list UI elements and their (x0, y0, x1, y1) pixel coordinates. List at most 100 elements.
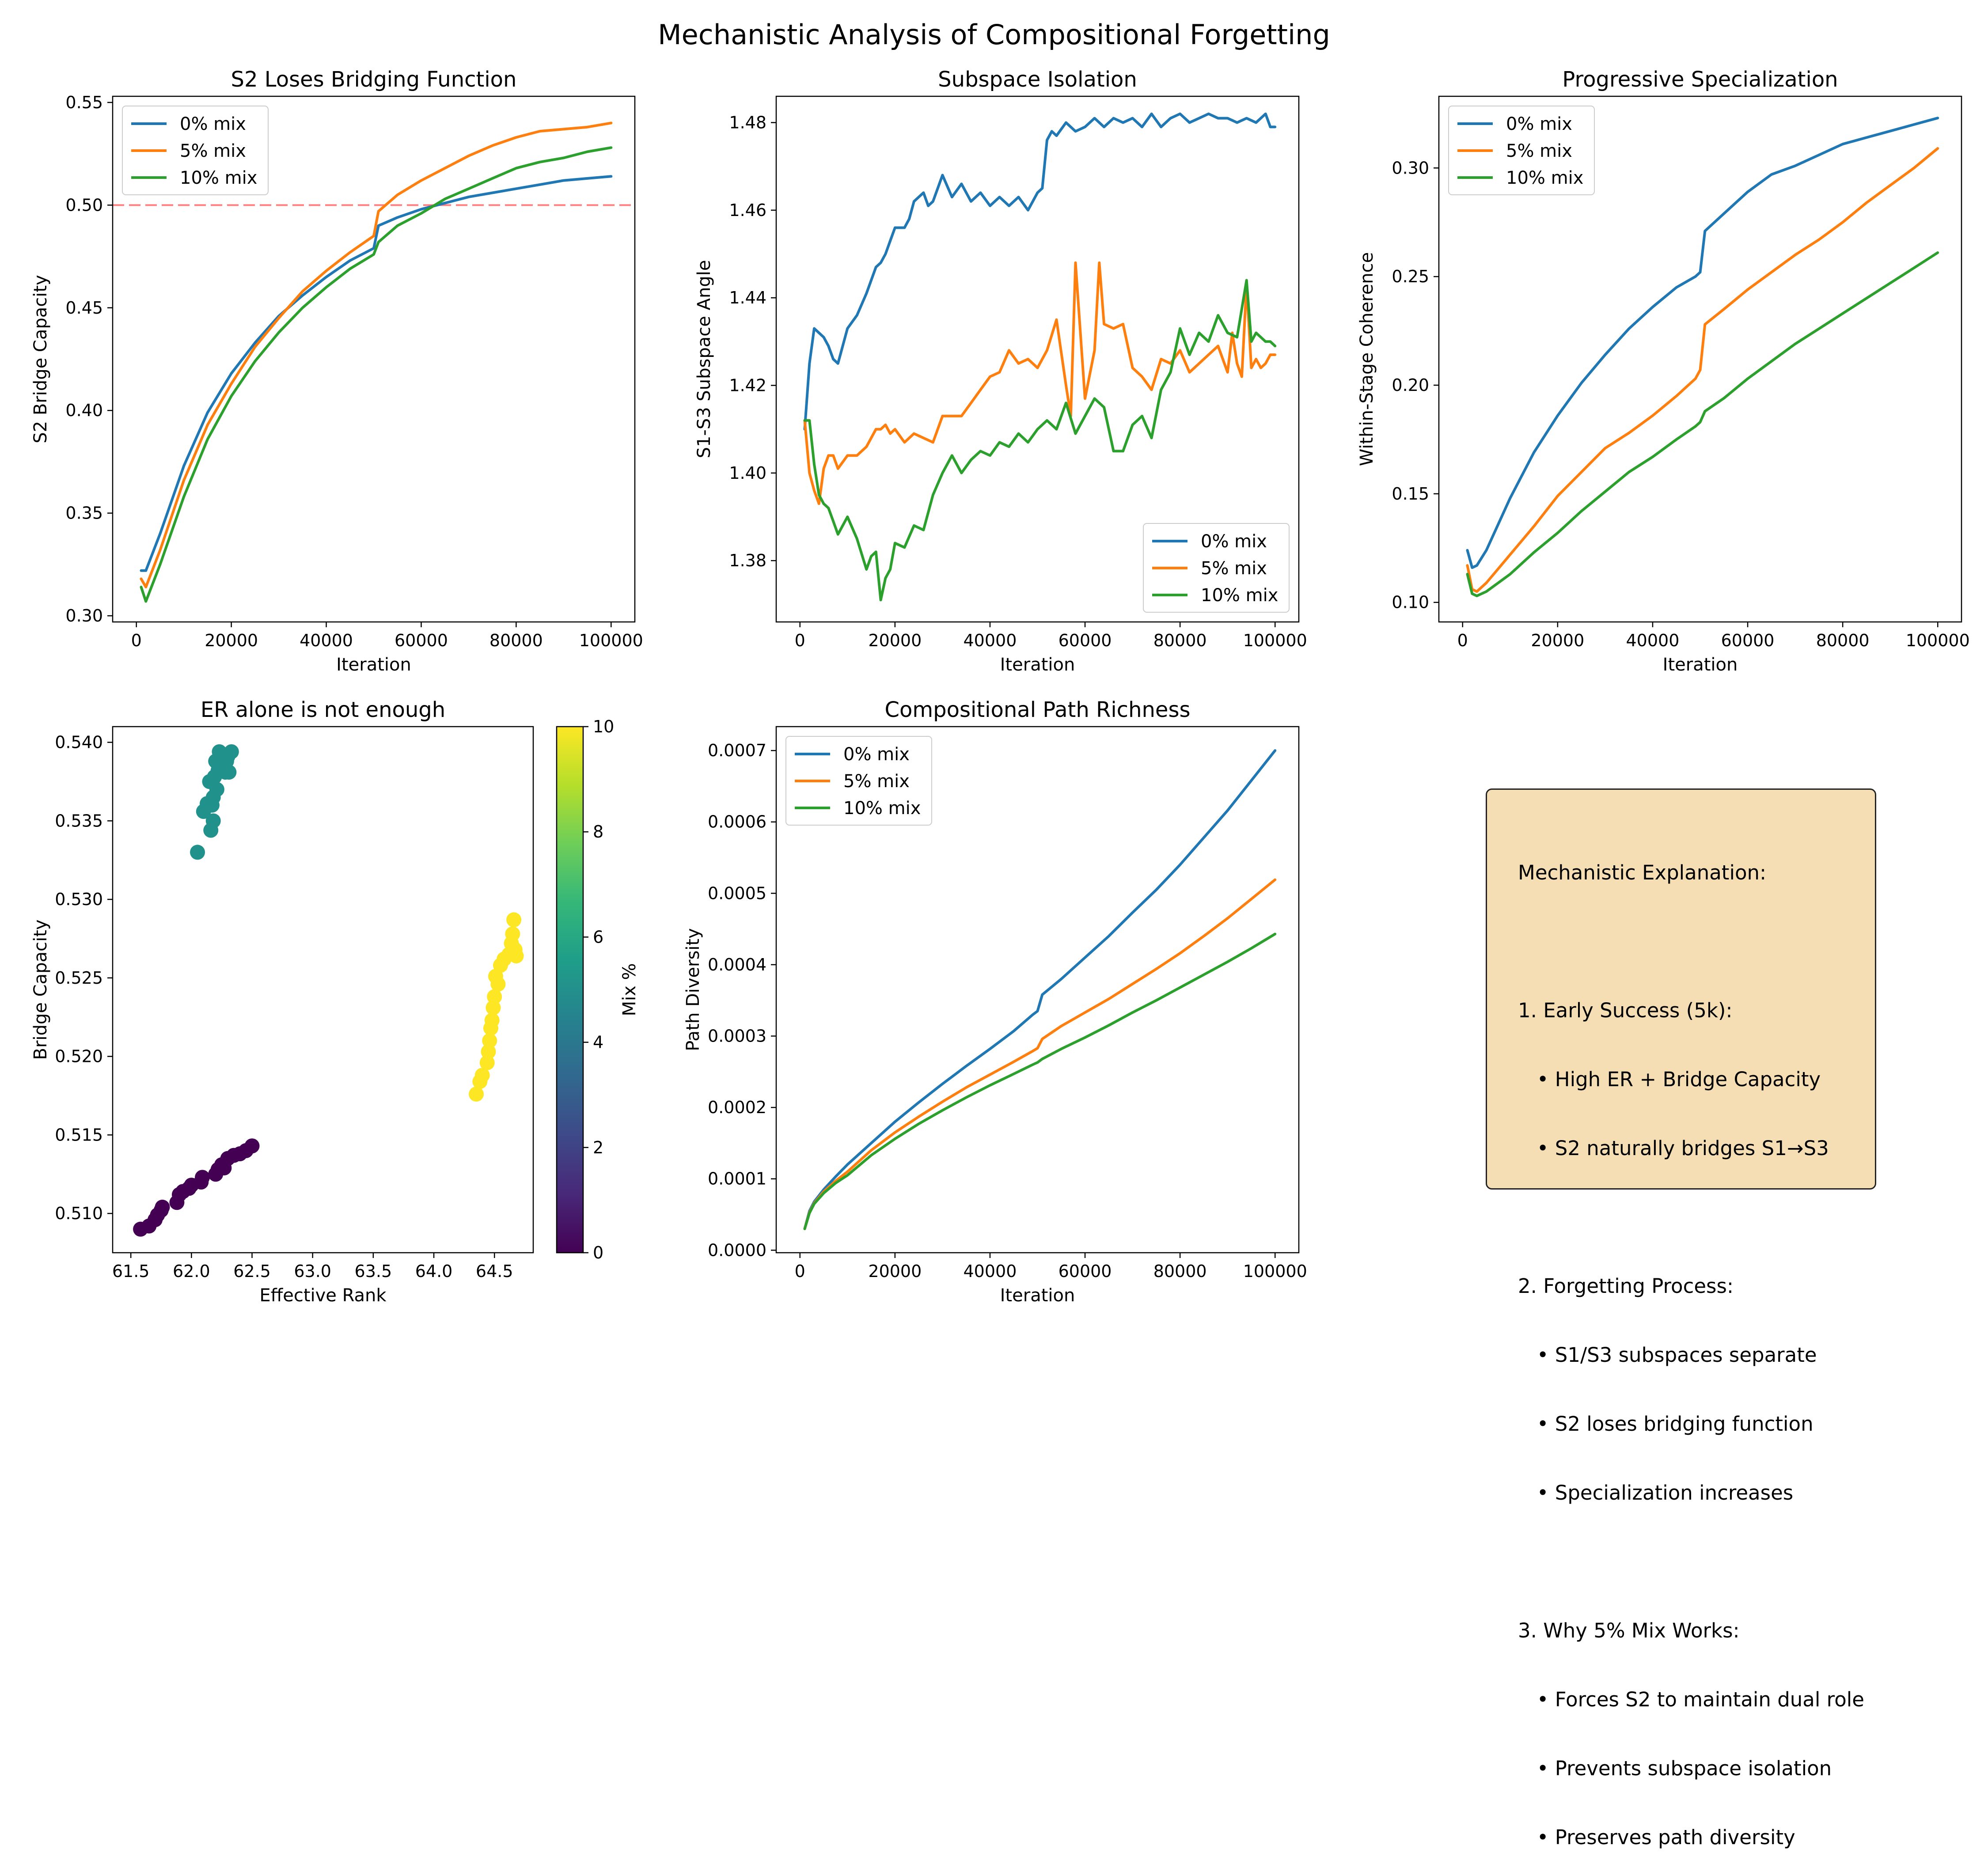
x-tick-label: 40000 (964, 631, 1017, 650)
bridge-axes: S2 Loses Bridging Function 0 20000 40000 600… (30, 67, 643, 675)
y-tick-label: 0.0004 (708, 955, 766, 974)
scatter-point (506, 912, 522, 928)
explanation-line (1518, 1550, 1875, 1573)
series-line-0mix (1466, 117, 1939, 569)
y-tick-label: 1.38 (729, 551, 766, 570)
axes-frame (775, 726, 1300, 1254)
series-line-5mix (140, 121, 613, 588)
scatter-point (195, 1170, 210, 1185)
scatter-xlabel: Effective Rank (259, 1285, 387, 1306)
legend-label: 0% mix (1201, 531, 1267, 552)
x-tick-label: 60000 (1058, 631, 1112, 650)
figure-title: Mechanistic Analysis of Compositional Fo… (658, 19, 1330, 51)
colorbar-label: Mix % (619, 963, 640, 1016)
scatter-point (479, 1055, 495, 1070)
y-tick-label: 0.0000 (708, 1240, 766, 1260)
diversity-plot-area (803, 749, 1277, 1230)
scatter-point (244, 1138, 260, 1154)
diversity-xlabel: Iteration (1000, 1285, 1075, 1306)
scatter-point (487, 989, 502, 1004)
bridge-xlabel: Iteration (336, 655, 411, 675)
explanation-line: Mechanistic Explanation: (1518, 861, 1767, 884)
y-tick-label: 0.25 (1392, 267, 1429, 286)
y-tick-label: 0.15 (1392, 484, 1429, 504)
y-tick-label: 0.0001 (708, 1169, 766, 1189)
x-tick-label: 100000 (1906, 631, 1970, 650)
series-line-10mix (803, 279, 1277, 602)
x-tick-label: 0 (795, 1262, 805, 1281)
explanation-line (1518, 1206, 1875, 1229)
x-tick-label: 100000 (579, 631, 643, 650)
scatter-point (481, 1044, 496, 1059)
scatter-point (224, 744, 239, 759)
x-tick-label: 64.5 (476, 1262, 513, 1281)
colorbar-tick-label: 4 (593, 1033, 603, 1052)
explanation-line: • Specialization increases (1518, 1481, 1794, 1504)
diversity-legend: 0% mix 5% mix 10% mix (785, 736, 932, 826)
y-tick-label: 0.525 (55, 968, 103, 988)
axes-frame (775, 95, 1300, 623)
series-line-0mix (803, 749, 1277, 1230)
y-tick-label: 0.20 (1392, 375, 1429, 395)
bridge-legend: 0% mix 5% mix 10% mix (122, 106, 269, 195)
explanation-line: 3. Why 5% Mix Works: (1518, 1619, 1740, 1642)
bridge-title: S2 Loses Bridging Function (231, 67, 517, 92)
diversity-ylabel: Path Diversity (683, 928, 703, 1051)
axes-frame (1438, 95, 1962, 623)
x-tick-label: 63.0 (294, 1262, 331, 1281)
colorbar-tick-label: 6 (593, 927, 603, 947)
series-line-10mix (803, 932, 1277, 1230)
y-tick-label: 0.515 (55, 1125, 103, 1144)
explanation-line: • S2 loses bridging function (1518, 1412, 1813, 1436)
x-tick-label: 60000 (395, 631, 448, 650)
legend-frame (1448, 106, 1595, 195)
x-tick-label: 62.0 (173, 1262, 210, 1281)
y-tick-label: 0.30 (65, 606, 103, 625)
explanation-line: • S2 naturally bridges S1→S3 (1518, 1137, 1829, 1160)
y-tick-label: 1.40 (729, 463, 766, 483)
explanation-line: • S1/S3 subspaces separate (1518, 1343, 1817, 1367)
legend-label: 10% mix (1506, 168, 1583, 188)
x-tick-label: 20000 (868, 1262, 922, 1281)
x-tick-label: 20000 (1531, 631, 1584, 650)
angle-axes: Subspace Isolation 0 20000 40000 60000 80000 1… (694, 67, 1307, 675)
y-tick-label: 0.0006 (708, 812, 766, 832)
x-tick-label: 80000 (1153, 1262, 1207, 1281)
series-line-10mix (1466, 251, 1939, 597)
x-tick-label: 20000 (868, 631, 922, 650)
y-tick-label: 0.530 (55, 890, 103, 909)
x-tick-label: 100000 (1243, 631, 1307, 650)
x-tick-label: 60000 (1058, 1262, 1112, 1281)
series-line-5mix (1466, 147, 1939, 593)
x-tick-label: 80000 (1153, 631, 1207, 650)
scatter-point (508, 948, 524, 964)
y-tick-label: 0.30 (1392, 158, 1429, 178)
y-tick-label: 0.535 (55, 811, 103, 830)
y-tick-label: 0.0003 (708, 1027, 766, 1046)
scatter-point (490, 977, 506, 992)
angle-xlabel: Iteration (1000, 655, 1075, 675)
coherence-axes: Progressive Specialization 0 20000 40000 600… (1357, 67, 1970, 675)
legend-label: 0% mix (1506, 114, 1572, 134)
legend-frame (785, 736, 932, 826)
angle-legend: 0% mix 5% mix 10% mix (1143, 523, 1290, 613)
scatter-point (484, 1012, 500, 1028)
legend-label: 5% mix (180, 141, 246, 161)
series-line-5mix (803, 878, 1277, 1230)
x-tick-label: 40000 (300, 631, 353, 650)
scatter-point (474, 1068, 490, 1083)
x-tick-label: 0 (131, 631, 142, 650)
x-tick-label: 40000 (964, 1262, 1017, 1281)
y-tick-label: 1.46 (729, 201, 766, 220)
coherence-plot-area (1466, 117, 1939, 597)
angle-plot-area (803, 112, 1277, 602)
colorbar-tick-label: 10 (593, 717, 614, 736)
diversity-title: Compositional Path Richness (885, 697, 1191, 722)
scatter-point (482, 1033, 497, 1049)
colorbar-tick-label: 2 (593, 1138, 603, 1157)
explanation-line: • High ER + Bridge Capacity (1518, 1068, 1821, 1091)
series-line-5mix (803, 261, 1277, 505)
legend-label: 5% mix (1506, 141, 1572, 161)
x-tick-label: 62.5 (233, 1262, 271, 1281)
y-tick-label: 1.42 (729, 376, 766, 395)
